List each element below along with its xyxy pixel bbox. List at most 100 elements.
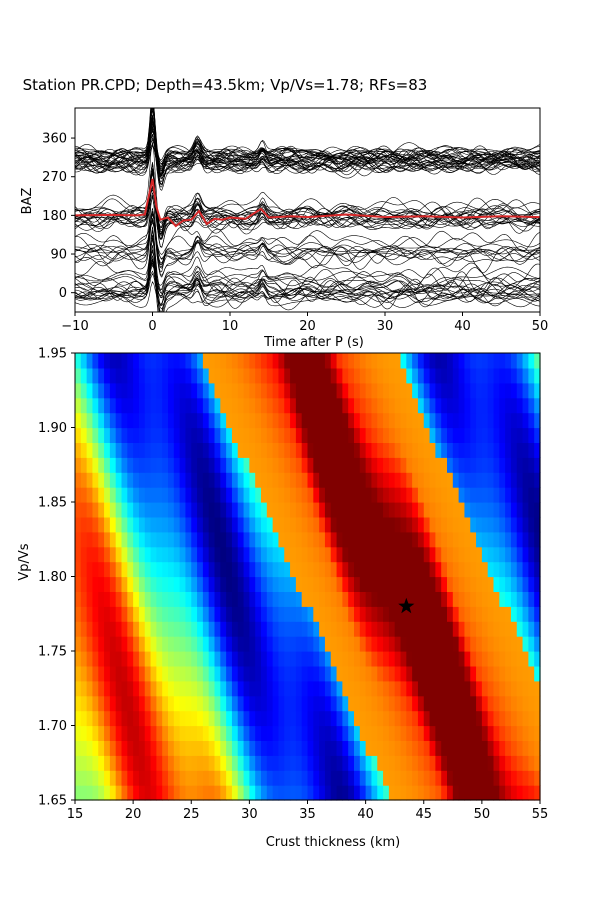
hk-cell (197, 546, 204, 563)
hk-cell (354, 412, 361, 429)
hk-cell (435, 457, 442, 473)
hk-cell (522, 576, 529, 592)
hk-cell (255, 606, 262, 622)
hk-cell (429, 546, 436, 563)
hk-cell (266, 740, 274, 756)
hk-cell (109, 770, 117, 786)
hk-cell (266, 785, 274, 801)
hk-cell (516, 576, 524, 592)
hk-cell (342, 740, 349, 756)
hk-cell (470, 636, 477, 652)
hk-cell (115, 755, 123, 771)
hk-cell (272, 591, 280, 607)
hk-cell (354, 695, 361, 712)
hk-cell (278, 412, 285, 429)
hk-cell (377, 531, 384, 548)
hk-cell (400, 636, 407, 652)
hk-cell (208, 770, 216, 786)
hk-y-tick-label: 1.90 (38, 421, 67, 436)
hk-cell (173, 755, 181, 771)
hk-cell (127, 785, 134, 801)
hk-cell (179, 353, 187, 369)
hk-cell (429, 606, 436, 622)
hk-cell (168, 740, 175, 756)
hk-cell (476, 502, 483, 518)
hk-cell (441, 353, 448, 369)
hk-cell (191, 382, 198, 399)
hk-cell (487, 516, 495, 533)
hk-cell (394, 576, 402, 592)
hk-cell (319, 740, 326, 756)
hk-cell (231, 770, 239, 786)
hk-cell (80, 680, 88, 697)
hk-cell (447, 785, 454, 801)
hk-cell (295, 770, 303, 786)
hk-cell (336, 353, 343, 369)
hk-cell (109, 621, 117, 637)
hk-x-tick-label: 45 (415, 807, 432, 822)
hk-cell (388, 576, 396, 592)
hk-cell (464, 770, 471, 786)
hk-cell (121, 412, 128, 429)
hk-cell (510, 636, 518, 652)
rf-trace (75, 229, 540, 312)
hk-cell (290, 531, 297, 548)
hk-cell (162, 487, 169, 503)
hk-cell (429, 740, 436, 756)
hk-cell (255, 695, 262, 712)
hk-cell (220, 397, 227, 414)
hk-cell (481, 695, 489, 712)
hk-cell (534, 531, 541, 548)
hk-cell (487, 770, 495, 786)
hk-cell (394, 591, 402, 607)
hk-cell (191, 516, 198, 533)
hk-cell (423, 665, 431, 682)
hk-cell (441, 397, 448, 414)
hk-cell (92, 457, 99, 473)
hk-cell (138, 695, 146, 712)
hk-cell (150, 546, 157, 563)
hk-cell (534, 427, 541, 443)
hk-cell (255, 651, 262, 667)
hk-cell (109, 427, 117, 443)
hk-cell (470, 442, 477, 458)
hk-cell (406, 710, 413, 727)
hk-cell (237, 576, 245, 592)
hk-cell (476, 695, 483, 712)
hk-cell (528, 442, 535, 458)
hk-cell (464, 502, 471, 518)
hk-cell (499, 785, 506, 801)
hk-cell (295, 367, 303, 384)
hk-cell (214, 710, 221, 727)
hk-cell (505, 561, 512, 578)
hk-cell (237, 457, 245, 473)
hk-cell (510, 740, 518, 756)
hk-cell (330, 695, 338, 712)
hk-cell (127, 665, 134, 682)
hk-cell (377, 606, 384, 622)
hk-cell (342, 680, 349, 697)
hk-cell (162, 665, 169, 682)
hk-cell (191, 785, 198, 801)
hk-cell (330, 487, 338, 503)
hk-cell (365, 606, 373, 622)
hk-cell (290, 576, 297, 592)
hk-cell (400, 576, 407, 592)
hk-cell (138, 397, 146, 414)
hk-cell (127, 755, 134, 771)
hk-cell (226, 725, 233, 741)
hk-cell (290, 427, 297, 443)
hk-cell (255, 397, 262, 414)
hk-cell (400, 531, 407, 548)
rf-trace (75, 188, 540, 223)
hk-cell (505, 531, 512, 548)
hk-cell (191, 487, 198, 503)
hk-cell (115, 457, 123, 473)
hk-cell (115, 740, 123, 756)
hk-cell (429, 442, 436, 458)
hk-cell (301, 665, 309, 682)
hk-cell (138, 472, 146, 488)
hk-cell (307, 457, 314, 473)
hk-cell (516, 695, 524, 712)
hk-cell (185, 472, 192, 488)
